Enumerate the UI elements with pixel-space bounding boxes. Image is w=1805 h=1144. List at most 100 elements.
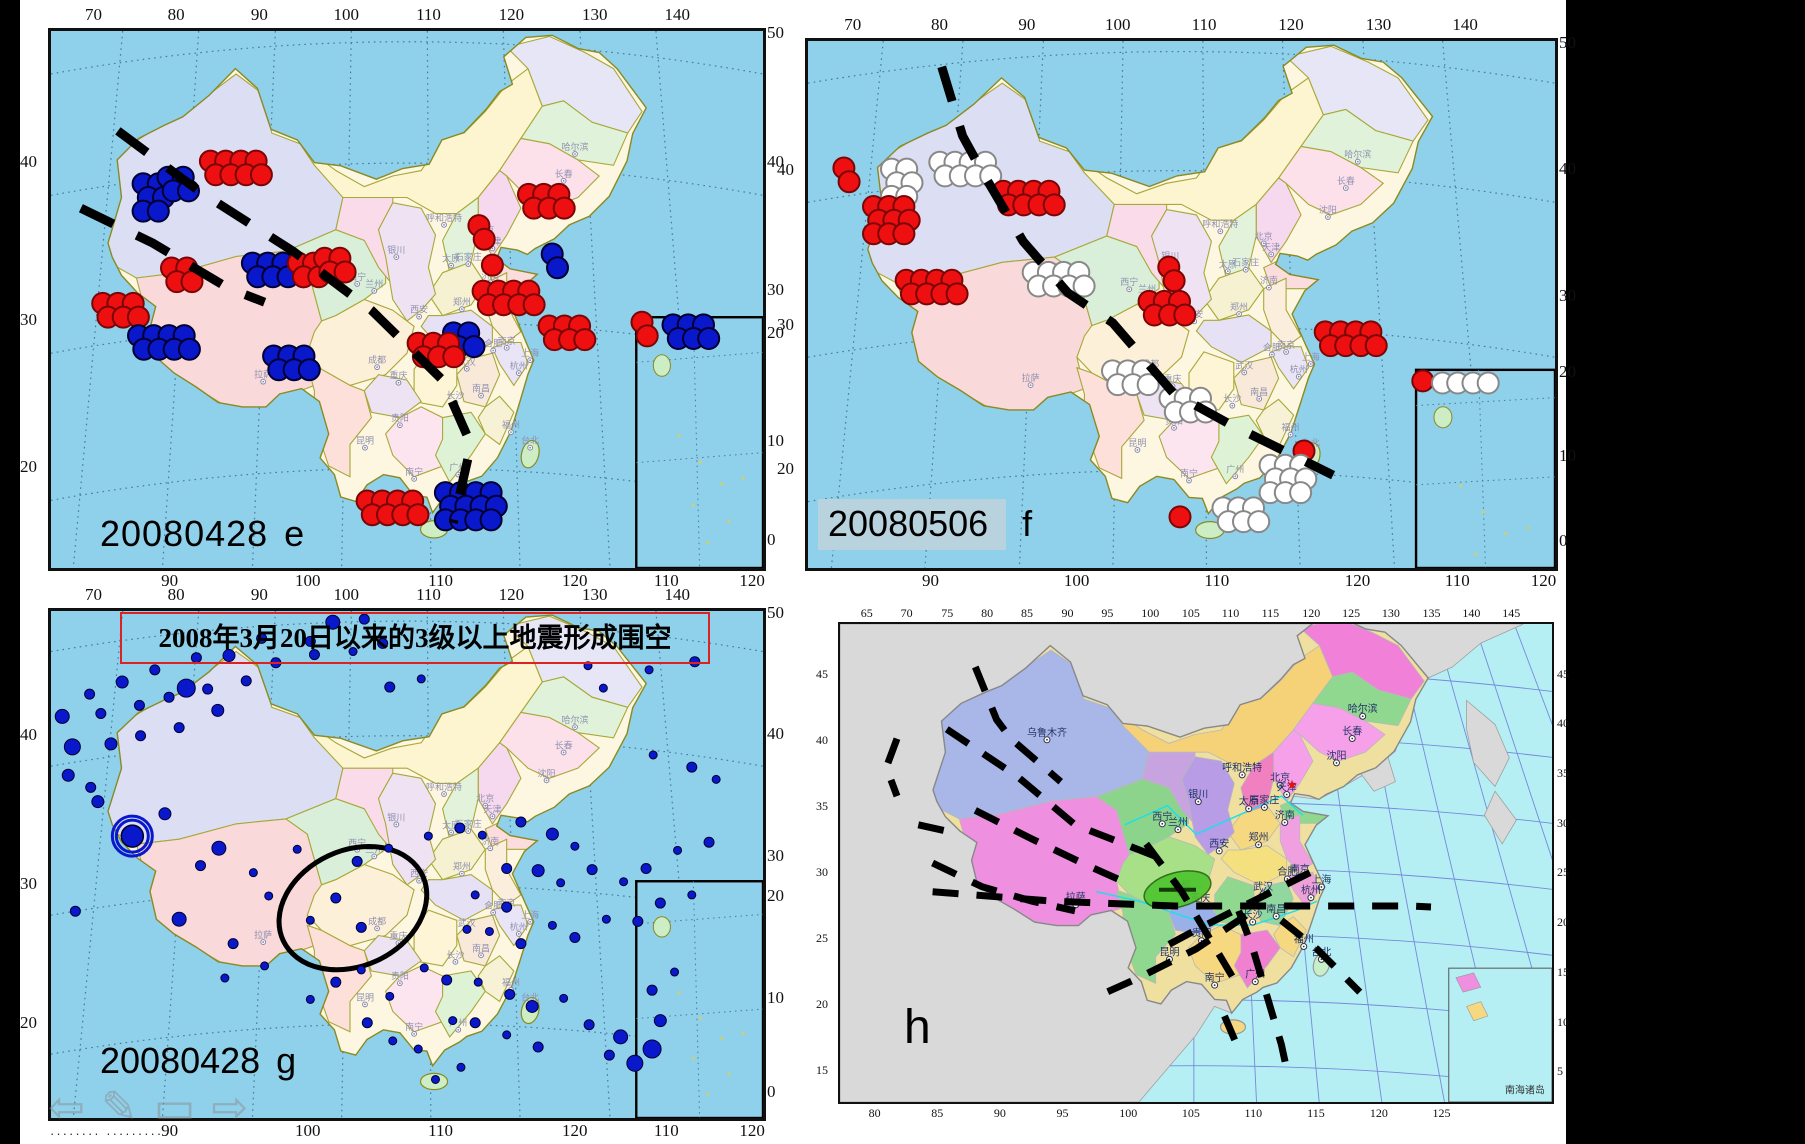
axis-tick-label: 100 [1063, 571, 1090, 590]
axis-tick-label: 85 [1020, 606, 1033, 620]
svg-text:上海: 上海 [521, 347, 539, 359]
axis-tick-label: 100 [295, 1121, 321, 1140]
svg-text:合肥: 合肥 [484, 338, 502, 350]
beijing-star-icon: ★ [1286, 777, 1298, 792]
map-canvas-e: 哈尔滨长春沈阳北京天津呼和浩特太原石家庄济南郑州西安兰州西宁银川成都重庆武汉合肥… [48, 28, 766, 571]
axis-tick-label: 140 [664, 585, 691, 604]
city-labels: 哈尔滨长春沈阳北京天津呼和浩特太原石家庄济南郑州西安兰州西宁银川成都重庆武汉合肥… [254, 141, 589, 482]
svg-text:西安: 西安 [410, 304, 428, 316]
dotted-marks: ········ ········· [50, 1126, 164, 1141]
axis-tick-label: 15 [1557, 964, 1569, 979]
next-slide-icon[interactable]: ⇨ [211, 1083, 249, 1132]
axis-tick-label: 10 [767, 430, 784, 450]
svg-text:长沙: 长沙 [1223, 393, 1241, 405]
axis-tick-label: 0 [767, 1081, 776, 1101]
axis-tick-label: 120 [739, 1121, 765, 1140]
svg-text:长春: 长春 [1337, 175, 1355, 187]
axis-tick-label: 25 [1557, 865, 1569, 880]
svg-text:重庆: 重庆 [389, 930, 407, 942]
axis-tick-label: 110 [416, 585, 441, 604]
axis-tick-label: 110 [1204, 571, 1230, 590]
axis-tick-label: 85 [931, 1106, 944, 1120]
axis-tick-label: 110 [428, 571, 454, 590]
svg-text:哈尔滨: 哈尔滨 [1348, 702, 1378, 715]
svg-text:西宁: 西宁 [1152, 810, 1172, 823]
svg-text:郑州: 郑州 [1249, 831, 1269, 844]
svg-text:南昌: 南昌 [472, 383, 490, 395]
previous-slide-icon[interactable]: ⇦ [48, 1083, 85, 1132]
svg-text:南昌: 南昌 [1250, 386, 1268, 398]
axis-tick-label: 130 [581, 5, 608, 24]
axis-tick-label: 40 [1559, 159, 1576, 179]
svg-text:济南: 济南 [1260, 275, 1278, 287]
map-panel-f: 哈尔滨长春沈阳北京天津呼和浩特太原石家庄济南郑州西安兰州西宁银川成都重庆武汉合肥… [777, 15, 1576, 590]
axis-tick-label: 10 [767, 987, 784, 1007]
axis-tick-label: 110 [416, 5, 441, 24]
svg-text:济南: 济南 [481, 835, 499, 847]
map-panel-g: 哈尔滨 长春 沈阳 北京 天津 呼和浩特 太原 石家庄 济南 郑州 西安 兰州 西宁 银川 成都 重庆 武汉 合肥… [20, 585, 784, 1140]
svg-text:南宁: 南宁 [1205, 971, 1225, 984]
south-china-sea-inset: 南海诸岛 [1448, 967, 1552, 1102]
svg-text:合肥: 合肥 [1277, 865, 1297, 878]
axis-tick-label: 120 [739, 571, 765, 590]
pen-tool-icon[interactable]: ✎ [100, 1083, 138, 1132]
svg-text:台北: 台北 [521, 435, 539, 447]
svg-text:福州: 福州 [1282, 422, 1300, 434]
svg-text:天津: 天津 [483, 804, 501, 815]
svg-text:昆明: 昆明 [1128, 438, 1146, 449]
axis-tick-label: 130 [1381, 606, 1400, 620]
axis-tick-label: 95 [1101, 606, 1114, 620]
svg-text:西宁: 西宁 [1120, 276, 1138, 288]
panel-f-letter: f [1022, 503, 1033, 544]
axis-tick-label: 115 [1307, 1106, 1325, 1120]
axis-tick-label: 30 [816, 864, 828, 879]
axis-tick-label: 35 [816, 798, 828, 813]
svg-text:天津: 天津 [1262, 242, 1280, 253]
axis-tick-label: 40 [1557, 716, 1569, 731]
svg-text:杭州: 杭州 [1290, 364, 1308, 376]
axis-tick-label: 90 [1061, 606, 1074, 620]
panel-g-letter: g [276, 1040, 297, 1081]
svg-text:郑州: 郑州 [1230, 301, 1248, 313]
axis-tick-label: 45 [816, 667, 828, 682]
svg-text:哈尔滨: 哈尔滨 [1344, 149, 1371, 161]
axis-tick-label: 10 [1557, 1014, 1569, 1029]
axis-tick-label: 100 [1119, 1106, 1138, 1120]
axis-tick-label: 20 [816, 996, 828, 1011]
svg-text:石家庄: 石家庄 [455, 251, 482, 263]
axis-tick-label: 40 [767, 724, 784, 744]
axis-tick-label: 20 [767, 323, 784, 343]
axis-tick-label: 90 [1018, 15, 1036, 34]
svg-text:呼和浩特: 呼和浩特 [426, 212, 462, 224]
svg-text:武汉: 武汉 [1235, 359, 1253, 371]
svg-text:南宁: 南宁 [405, 466, 423, 478]
svg-text:上海: 上海 [521, 909, 539, 921]
svg-text:长春: 长春 [555, 168, 573, 180]
svg-text:呼和浩特: 呼和浩特 [426, 781, 462, 793]
axis-tick-label: 30 [767, 280, 784, 300]
svg-text:武汉: 武汉 [1253, 880, 1273, 893]
axis-tick-label: 30 [1559, 285, 1576, 305]
svg-text:长沙: 长沙 [1243, 909, 1263, 921]
svg-text:郑州: 郑州 [453, 861, 471, 873]
axis-tick-label: 90 [250, 5, 268, 24]
svg-text:银川: 银川 [1188, 788, 1208, 801]
panel-e-date-label: 20080428 e [100, 513, 305, 555]
axis-tick-label: 110 [653, 571, 679, 590]
axis-tick-label: 20 [20, 1012, 37, 1032]
slide-menu-icon[interactable]: ▭ [153, 1083, 196, 1132]
axis-tick-label: 140 [1452, 15, 1478, 34]
axis-tick-label: 90 [161, 571, 179, 590]
axis-tick-label: 20 [767, 886, 784, 906]
svg-text:重庆: 重庆 [389, 370, 407, 382]
axis-tick-label: 30 [20, 309, 37, 329]
svg-text:太原: 太原 [1239, 795, 1259, 808]
axis-tick-label: 110 [1244, 1106, 1263, 1120]
svg-text:南京: 南京 [498, 335, 516, 347]
svg-text:台北: 台北 [521, 991, 539, 1003]
svg-text:杭州: 杭州 [510, 360, 528, 372]
axis-tick-label: 130 [581, 585, 608, 604]
svg-text:北京: 北京 [1255, 230, 1273, 242]
axis-tick-label: 100 [333, 5, 359, 24]
